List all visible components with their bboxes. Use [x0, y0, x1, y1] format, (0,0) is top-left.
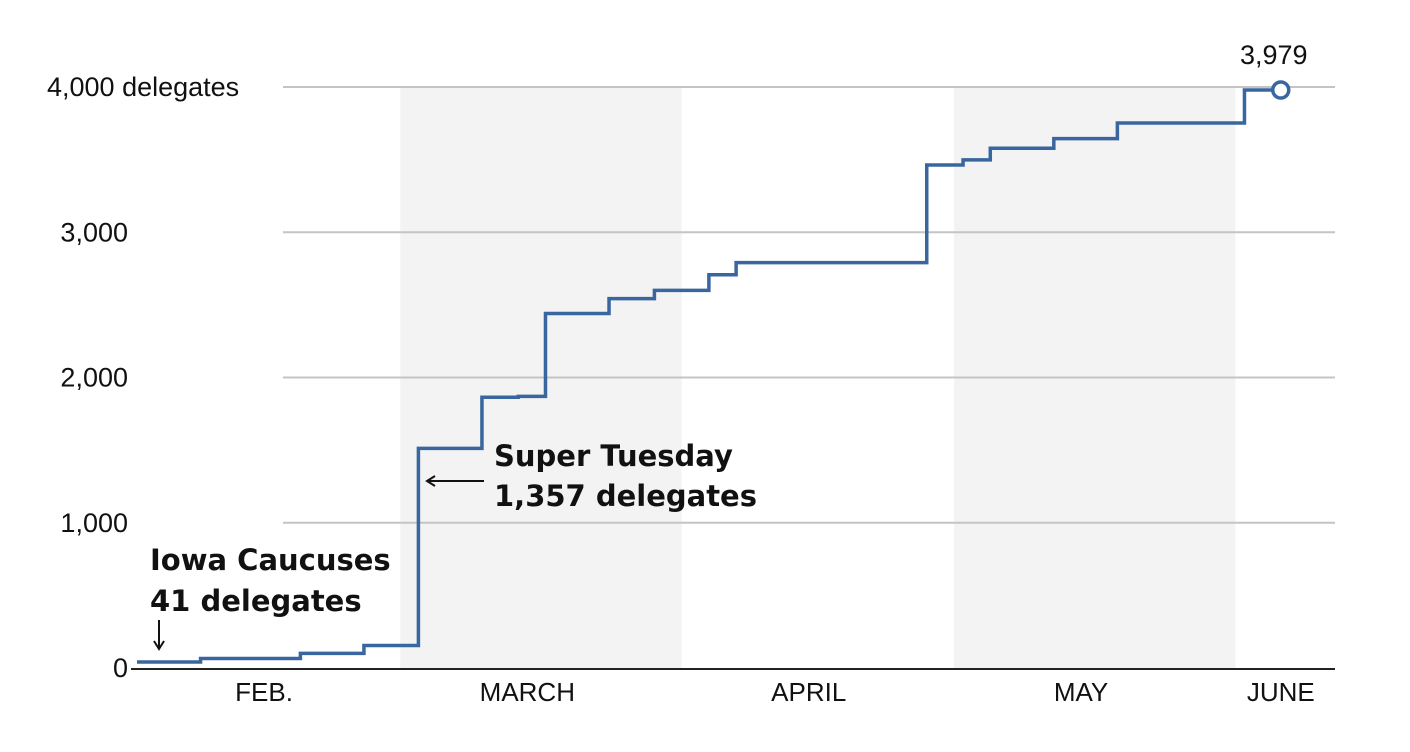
series-line [137, 88, 1281, 664]
y-tick-label: 1,000 [60, 508, 128, 538]
annotations-layer: Iowa Caucuses 41 delegates Super Tuesday 1,… [150, 439, 757, 651]
x-month-label: APRIL [771, 677, 846, 707]
y-tick-label: 2,000 [60, 363, 128, 393]
series-end-marker [1271, 80, 1291, 100]
x-axis-month-labels: FEB. MARCH APRIL MAY JUNE [235, 677, 1315, 707]
gridlines [283, 86, 1335, 524]
end-value-label: 3,979 [1240, 40, 1308, 70]
y-tick-label: 4,000 delegates [47, 72, 239, 102]
annotation-super-tuesday-line: 1,357 delegates [494, 479, 757, 513]
x-month-label: JUNE [1247, 677, 1315, 707]
annotation-super-tuesday-line: Super Tuesday [494, 439, 733, 473]
x-month-label: MAY [1054, 677, 1108, 707]
annotation-iowa-line: 41 delegates [150, 584, 362, 618]
series-layer: 3,979 [137, 40, 1308, 664]
y-tick-label: 3,000 [60, 217, 128, 247]
y-axis-tick-labels: 0 1,000 2,000 3,000 4,000 delegates [47, 72, 239, 683]
y-tick-label: 0 [113, 653, 128, 683]
x-month-label: MARCH [480, 677, 575, 707]
annotation-super-tuesday-arrowhead [425, 475, 436, 487]
x-month-label: FEB. [235, 677, 293, 707]
annotation-iowa-arrowhead [153, 640, 165, 651]
annotation-iowa-line: Iowa Caucuses [150, 543, 391, 577]
